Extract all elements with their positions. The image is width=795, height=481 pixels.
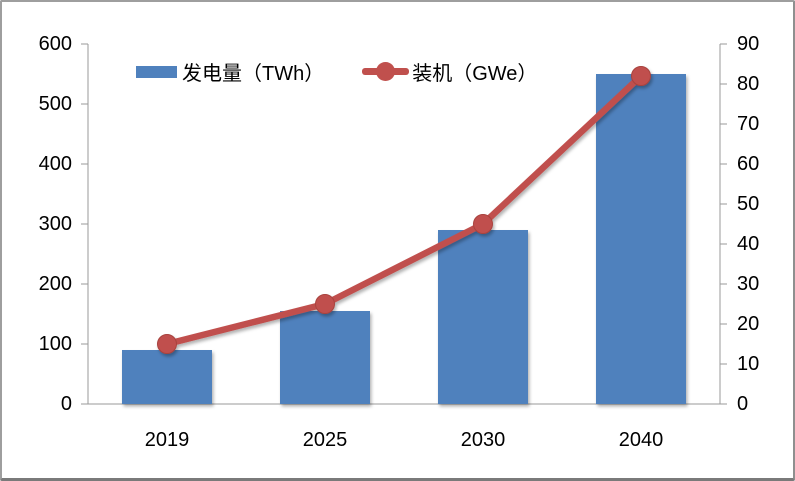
legend-item-capacity: 装机（GWe）: [362, 57, 537, 86]
legend-item-generation: 发电量（TWh）: [136, 57, 324, 86]
right-axis-label-70: 70: [737, 113, 759, 135]
x-axis-label-2040: 2040: [619, 429, 664, 451]
x-axis-label-2019: 2019: [145, 429, 190, 451]
right-axis-label-20: 20: [737, 313, 759, 335]
x-axis-label-2030: 2030: [461, 429, 506, 451]
line-marker-2025: [315, 294, 335, 314]
left-axis-label-500: 500: [39, 93, 72, 115]
left-axis-label-400: 400: [39, 153, 72, 175]
line-marker-2040: [631, 66, 651, 86]
left-axis-label-300: 300: [39, 213, 72, 235]
bar-2030: [438, 230, 528, 404]
legend: 发电量（TWh） 装机（GWe）: [136, 57, 537, 86]
bar-2019: [122, 350, 212, 404]
left-axis-label-0: 0: [61, 393, 72, 415]
legend-label-capacity: 装机（GWe）: [412, 63, 538, 85]
legend-label-generation: 发电量（TWh）: [182, 63, 325, 85]
right-axis-label-80: 80: [737, 73, 759, 95]
x-axis-label-2025: 2025: [303, 429, 348, 451]
marker-dot-icon: [376, 62, 396, 81]
line-series: [157, 66, 651, 354]
line-marker-swatch-icon: [362, 62, 410, 81]
bar-series: [122, 74, 686, 404]
axis-labels: 0100200300400500600010203040506070809020…: [39, 33, 760, 451]
left-axis-label-600: 600: [39, 33, 72, 55]
line-marker-2019: [157, 334, 177, 354]
line-marker-2030: [473, 214, 493, 234]
capacity-line: [163, 72, 645, 348]
left-axis-label-100: 100: [39, 333, 72, 355]
left-axis-label-200: 200: [39, 273, 72, 295]
right-axis-label-30: 30: [737, 273, 759, 295]
bar-swatch-icon: [136, 65, 177, 78]
bar-2025: [280, 311, 370, 404]
right-axis-label-40: 40: [737, 233, 759, 255]
right-axis-label-60: 60: [737, 153, 759, 175]
right-axis-label-90: 90: [737, 33, 759, 55]
right-axis-label-0: 0: [737, 393, 748, 415]
right-axis-label-50: 50: [737, 193, 759, 215]
right-axis-label-10: 10: [737, 353, 759, 375]
bar-2040: [596, 74, 686, 404]
